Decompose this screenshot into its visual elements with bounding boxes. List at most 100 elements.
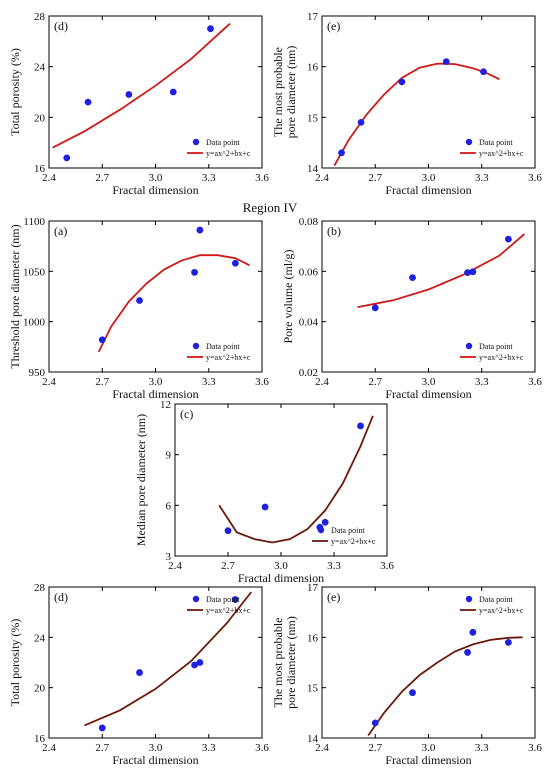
- y-axis-label: Threshold pore diameter (nm): [8, 224, 22, 368]
- x-axis-label: Fractal dimension: [112, 183, 198, 197]
- y-tick-label: 1100: [23, 216, 45, 228]
- x-tick-label: 2.7: [95, 742, 109, 754]
- x-tick-label: 3.0: [149, 742, 163, 754]
- legend-point-marker: [465, 342, 473, 350]
- panel-label: (d): [54, 590, 68, 604]
- fit-curve: [367, 636, 523, 737]
- y-tick-label: 1050: [23, 266, 46, 278]
- data-point: [98, 724, 106, 732]
- x-tick-label: 3.0: [149, 376, 163, 388]
- panel-iv-d: 2.4 2.7 3.0 3.3 3.6 16 20 24 28 (d) Fractal dimens…: [8, 582, 269, 767]
- y-tick-label: 6: [166, 500, 172, 512]
- fit-curve: [52, 22, 231, 149]
- panel-label: (b): [327, 224, 341, 238]
- x-axis-label: Fractal dimension: [112, 753, 198, 767]
- x-axis-label: Fractal dimension: [385, 753, 471, 767]
- x-tick-label: 3.0: [274, 560, 288, 572]
- y-tick-label: 14: [307, 163, 319, 175]
- fit-curve: [357, 233, 525, 308]
- legend-point-marker: [465, 595, 473, 603]
- y-axis-label: The most probable: [271, 47, 285, 137]
- legend-point-label: Data point: [206, 342, 240, 351]
- data-point: [125, 91, 133, 98]
- panel-label: (a): [54, 224, 67, 238]
- panel-iv-a: 2.4 2.7 3.0 3.3 3.6 950 1000 1050 1100 (a) Fractal…: [8, 216, 269, 401]
- data-point: [231, 259, 239, 267]
- y-tick-label: 28: [34, 11, 46, 23]
- legend-point-marker: [192, 342, 200, 350]
- x-tick-label: 2.4: [42, 742, 56, 754]
- legend-point-marker: [192, 595, 200, 603]
- y-tick-label: 950: [29, 367, 46, 379]
- legend-fit-label: y=ax^2+bx+c: [331, 537, 376, 546]
- fit-curve: [97, 254, 251, 353]
- legend-point-label: Data point: [479, 342, 513, 351]
- x-tick-label: 2.7: [368, 376, 382, 388]
- y-tick-label: 14: [307, 733, 319, 745]
- y-axis-label: pore diameter (nm): [284, 616, 298, 709]
- x-tick-label: 3.0: [422, 376, 436, 388]
- data-point: [231, 596, 239, 603]
- y-tick-label: 0.06: [299, 266, 319, 278]
- x-tick-label: 3.3: [202, 376, 216, 388]
- data-point: [136, 669, 143, 676]
- data-point: [169, 88, 177, 96]
- legend-point-marker: [465, 138, 473, 146]
- x-tick-label: 2.7: [95, 376, 109, 388]
- y-tick-label: 15: [307, 683, 319, 695]
- y-tick-label: 20: [34, 112, 46, 124]
- legend-point-marker: [317, 526, 325, 534]
- y-tick-label: 24: [34, 632, 46, 644]
- y-axis-label: Median pore diameter (nm): [134, 414, 148, 546]
- x-tick-label: 3.6: [528, 376, 542, 388]
- data-point: [207, 25, 214, 33]
- y-tick-label: 1000: [23, 317, 46, 329]
- y-tick-label: 16: [34, 163, 46, 175]
- y-tick-label: 28: [34, 582, 46, 594]
- panel-iv-b: 2.4 2.7 3.0 3.3 3.6 0.02 0.04 0.06 0.08 (b) Fracta…: [281, 216, 542, 401]
- data-point: [480, 68, 487, 76]
- x-tick-label: 2.4: [315, 742, 329, 754]
- y-axis-label: The most probable: [271, 618, 285, 708]
- x-tick-label: 2.7: [368, 172, 382, 184]
- data-point: [136, 297, 143, 304]
- y-tick-label: 9: [166, 450, 172, 462]
- y-tick-label: 12: [160, 399, 171, 411]
- y-tick-label: 20: [34, 683, 46, 695]
- data-point: [196, 659, 204, 666]
- y-axis-label: Total porosity (%): [8, 619, 22, 707]
- x-tick-label: 2.4: [315, 172, 329, 184]
- data-point: [224, 527, 232, 535]
- y-tick-label: 0.08: [299, 216, 319, 228]
- x-tick-label: 3.3: [475, 742, 489, 754]
- x-tick-label: 3.6: [528, 742, 542, 754]
- legend-fit-label: y=ax^2+bx+c: [479, 149, 524, 158]
- y-tick-label: 16: [307, 62, 319, 74]
- data-point: [84, 98, 92, 106]
- legend-point-label: Data point: [206, 138, 240, 147]
- data-point: [338, 149, 345, 157]
- x-axis-label: Fractal dimension: [385, 183, 471, 197]
- legend-fit-label: y=ax^2+bx+c: [479, 606, 524, 615]
- x-tick-label: 3.3: [202, 172, 216, 184]
- x-tick-label: 3.6: [255, 172, 269, 184]
- data-point: [261, 503, 269, 511]
- data-point: [371, 719, 379, 727]
- x-tick-label: 3.6: [380, 560, 394, 572]
- legend-point-label: Data point: [479, 138, 513, 147]
- x-tick-label: 3.3: [327, 560, 341, 572]
- x-tick-label: 2.4: [42, 172, 56, 184]
- x-tick-label: 3.3: [475, 376, 489, 388]
- x-tick-label: 3.3: [202, 742, 216, 754]
- data-point: [469, 268, 477, 276]
- y-axis-label: pore diameter (nm): [284, 46, 298, 139]
- fit-curve: [84, 591, 253, 727]
- x-tick-label: 2.4: [315, 376, 329, 388]
- data-point: [469, 628, 477, 636]
- x-tick-label: 3.6: [255, 742, 269, 754]
- x-tick-label: 3.6: [528, 172, 542, 184]
- fit-curve: [333, 62, 500, 166]
- data-point: [371, 304, 379, 312]
- y-tick-label: 0.02: [299, 367, 318, 379]
